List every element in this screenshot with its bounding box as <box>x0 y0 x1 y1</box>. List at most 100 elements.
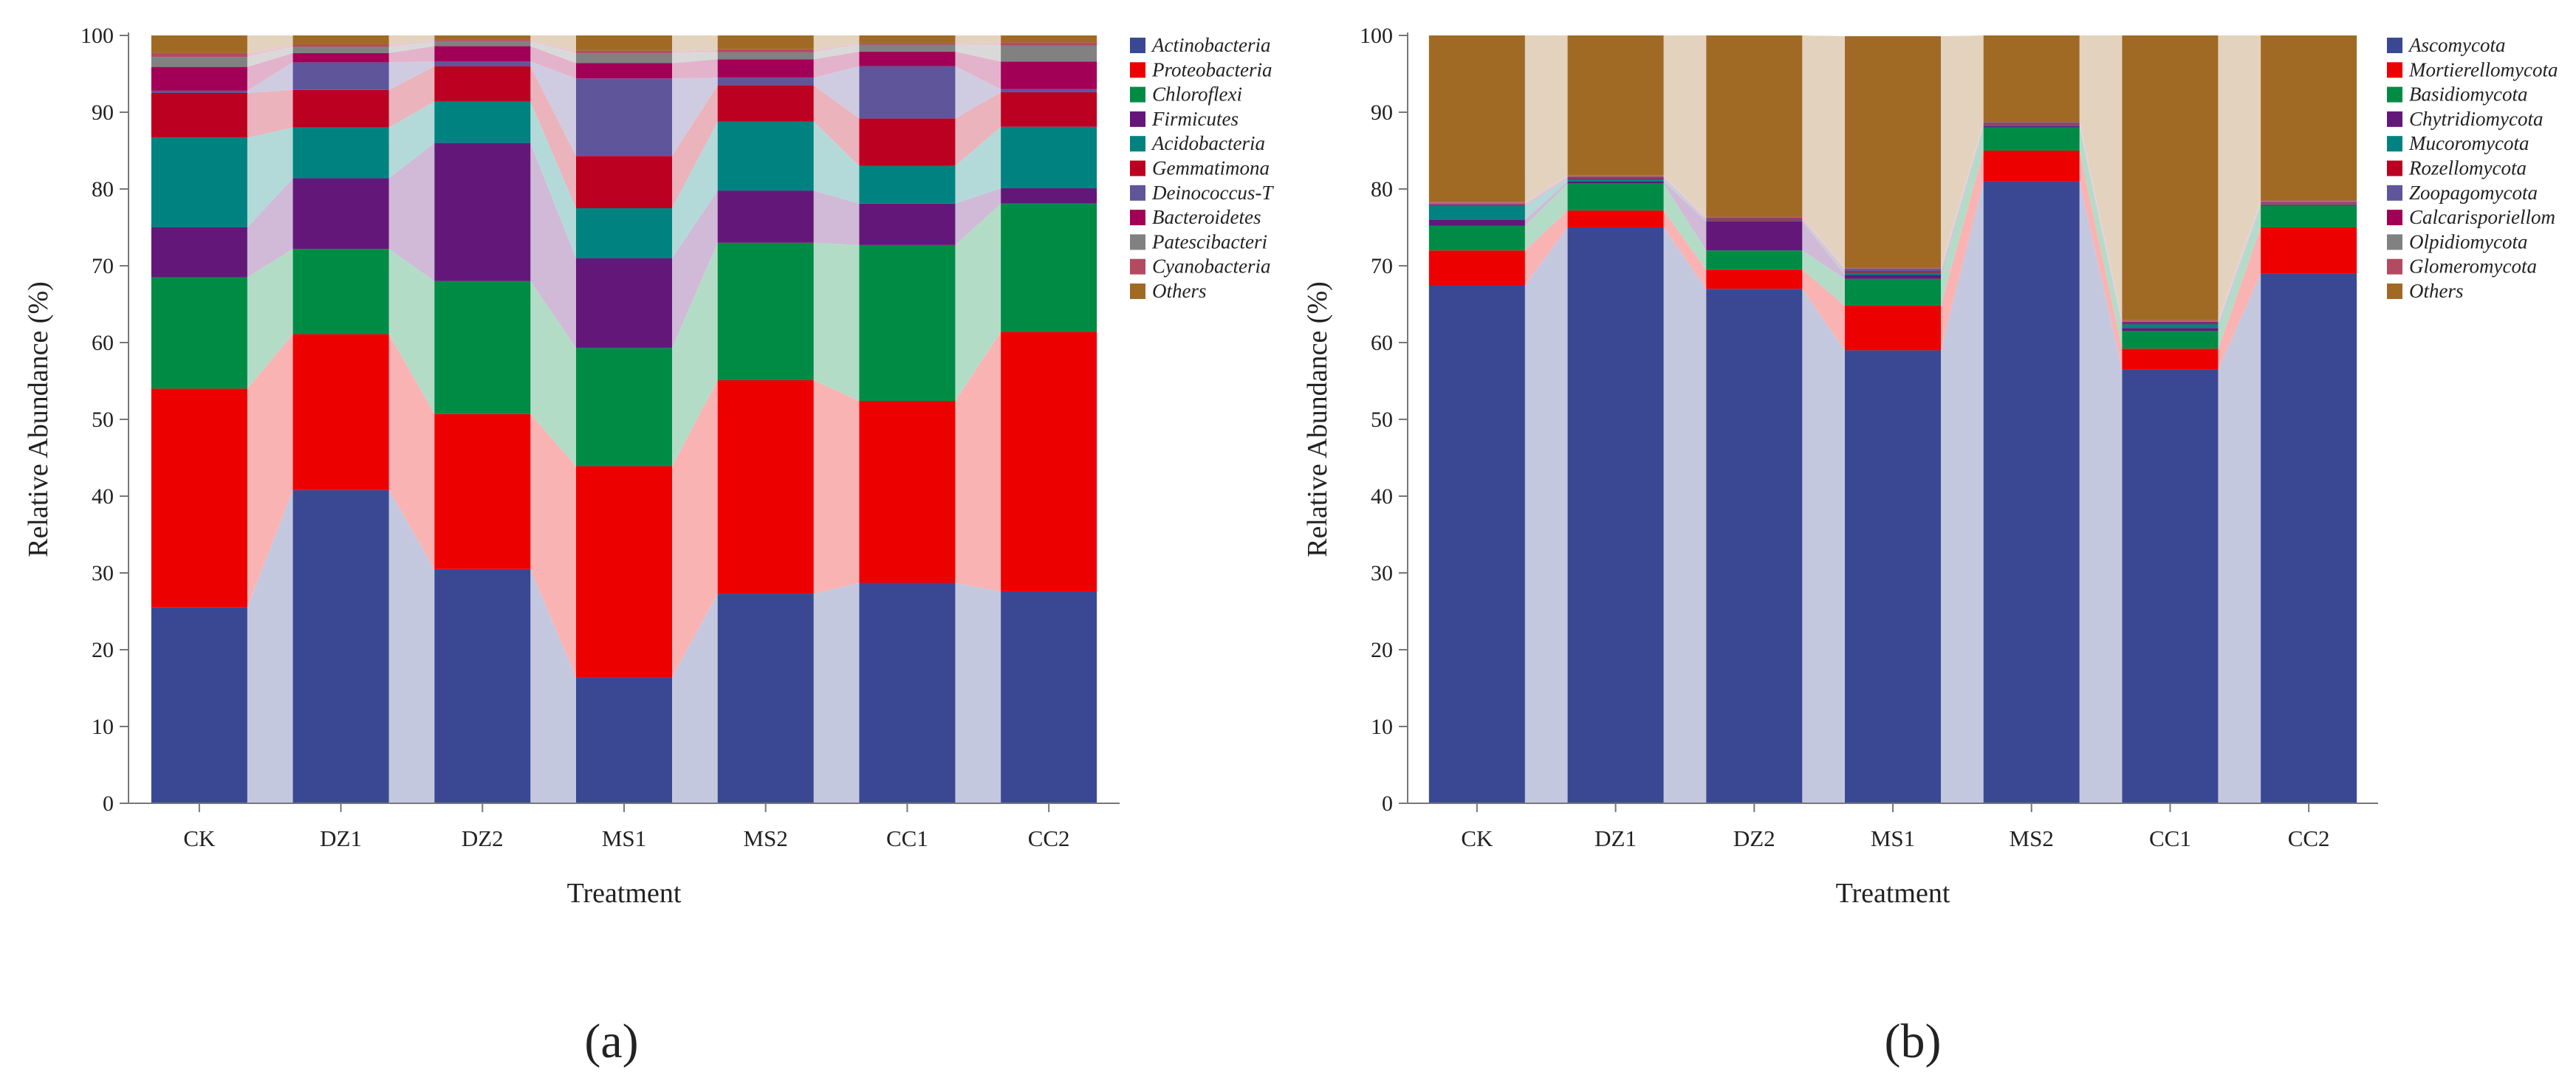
flow-band <box>1524 176 1568 205</box>
bar-segment <box>292 127 389 179</box>
bar-segment <box>1845 271 1941 273</box>
y-tick-label: 50 <box>92 408 114 432</box>
flow-band <box>955 203 1001 402</box>
bar-segment <box>2122 369 2219 803</box>
bar-segment <box>292 62 389 90</box>
flow-band <box>2079 181 2123 804</box>
bar-segment <box>1567 227 1664 803</box>
bar-segment <box>1706 35 1803 217</box>
bar-segment <box>1567 183 1664 211</box>
bar-segment <box>1706 219 1803 221</box>
flow-band <box>1802 221 1845 279</box>
legend-label: Deinococcus-T <box>1151 182 1274 204</box>
legend-label: Proteobacteria <box>1151 58 1272 80</box>
bar-segment <box>2261 205 2357 206</box>
flow-band <box>1663 179 1707 221</box>
bar-segment <box>434 281 531 414</box>
legend-swatch <box>2387 62 2402 78</box>
legend-swatch <box>1130 62 1145 78</box>
y-tick-label: 70 <box>92 254 114 278</box>
bar-segment <box>434 46 531 62</box>
bar-segment <box>717 59 814 78</box>
bar-segment <box>1706 219 1803 220</box>
flow-band <box>1802 35 1845 268</box>
bar-segment <box>1845 267 1941 269</box>
x-axis-title: Treatment <box>1836 878 1950 909</box>
flow-band <box>247 178 293 278</box>
flow-band <box>813 379 860 594</box>
bar-segment <box>717 52 814 60</box>
flow-band <box>1524 183 1568 251</box>
bar-segment <box>1567 179 1664 182</box>
flow-band <box>530 35 576 51</box>
bar-segment <box>1428 202 1525 203</box>
flow-band <box>2079 125 2123 329</box>
bar-segment <box>576 156 672 208</box>
flow-band <box>2218 200 2261 321</box>
bar-segment <box>1567 35 1664 176</box>
legend-swatch <box>2387 160 2402 176</box>
bar-segment <box>859 244 956 402</box>
bar-segment <box>576 208 672 258</box>
bar-segment <box>576 677 672 803</box>
legend-label: Rozellomycota <box>2408 157 2527 179</box>
flow-band <box>1802 219 1845 272</box>
legend-label: Firmicutes <box>1151 108 1239 130</box>
flow-band <box>2218 201 2261 322</box>
bar-segment <box>1706 250 1803 270</box>
flow-band <box>247 334 293 608</box>
bar-segment <box>1428 250 1525 285</box>
y-tick-label: 80 <box>92 177 114 202</box>
flow-band <box>530 568 576 803</box>
bar-segment <box>2122 320 2219 321</box>
flow-band <box>247 44 293 58</box>
flow-band <box>388 41 435 53</box>
flow-band <box>2079 126 2123 331</box>
flow-band <box>2218 227 2261 370</box>
flow-bands <box>1524 35 2261 804</box>
bar-segment <box>1706 269 1803 289</box>
bar-segment <box>2261 202 2357 203</box>
x-tick-label: MS2 <box>2010 825 2054 851</box>
bar-segment <box>1845 350 1941 803</box>
flow-band <box>2079 124 2123 325</box>
bar-segment <box>1567 178 1664 179</box>
bar-segment <box>1845 306 1941 351</box>
flow-band <box>247 89 293 138</box>
legend-swatch <box>1130 210 1145 226</box>
x-tick-label: CC2 <box>1028 825 1070 851</box>
bar-segment <box>1001 188 1097 204</box>
bar-segment <box>1001 42 1097 46</box>
bar-segment <box>576 63 672 79</box>
bar-segment <box>1706 217 1803 219</box>
bar-segment <box>151 57 247 67</box>
bar-segment <box>434 568 531 803</box>
bar-segment <box>1983 181 2080 804</box>
flow-band <box>1663 177 1707 220</box>
y-tick-label: 20 <box>1371 638 1393 662</box>
legend-swatch <box>1130 234 1145 250</box>
y-tick-label: 20 <box>92 638 114 662</box>
bar-segment <box>1845 36 1941 268</box>
bar-segment <box>292 178 389 250</box>
bar-segment <box>576 348 672 467</box>
bar-segment <box>1983 127 2080 151</box>
bar-segment <box>434 101 531 143</box>
legend-label: Acidobacteria <box>1151 132 1265 154</box>
bar-segment <box>576 52 672 63</box>
flow-band <box>388 142 435 281</box>
y-axis-title: Relative Abundance (%) <box>1302 281 1333 557</box>
y-tick-label: 30 <box>1371 561 1393 585</box>
bar-segment <box>434 35 531 41</box>
bar-segment <box>1428 205 1525 206</box>
bar-segment <box>717 78 814 86</box>
x-tick-label: CC1 <box>2149 825 2191 851</box>
flow-band <box>1941 127 1984 306</box>
y-tick-label: 100 <box>80 24 114 48</box>
legend-label: Bacteroidetes <box>1152 206 1261 228</box>
legend-swatch <box>2387 258 2402 275</box>
flow-band <box>1802 220 1845 275</box>
bar-segment <box>2122 323 2219 325</box>
flow-band <box>2079 123 2123 323</box>
